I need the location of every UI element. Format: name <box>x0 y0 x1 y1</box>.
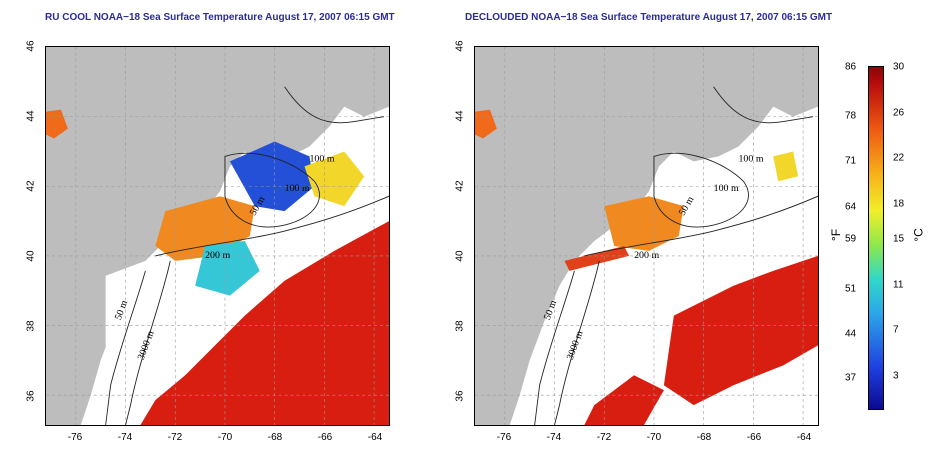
celsius-label: 26 <box>893 107 905 119</box>
left-ytick: 36 <box>25 390 37 402</box>
right-map-graphic: 100 m 100 m 50 m 200 m 50 m 3000 m <box>475 47 818 425</box>
left-xtick: -74 <box>117 432 133 443</box>
right-warm-streak <box>564 245 630 271</box>
celsius-label: 7 <box>893 324 899 336</box>
left-contour-label-2: 100 m <box>285 183 310 194</box>
left-contour-label-1: 100 m <box>309 153 334 164</box>
left-ytick: 42 <box>25 180 37 192</box>
right-warm-patch-2 <box>584 375 664 425</box>
left-xtick: -76 <box>67 432 83 443</box>
left-warm-water <box>140 221 389 425</box>
fahrenheit-label: 64 <box>845 201 857 213</box>
celsius-label: 22 <box>893 152 905 164</box>
celsius-label: 11 <box>893 279 904 291</box>
left-ytick: 46 <box>25 40 37 52</box>
right-ytick: 40 <box>454 250 466 262</box>
right-xtick: -76 <box>496 432 512 443</box>
left-ytick: 44 <box>25 110 37 122</box>
right-xtick: -66 <box>746 432 762 443</box>
right-sst-map: 100 m 100 m 50 m 200 m 50 m 3000 m <box>474 46 819 426</box>
right-contour-label-3: 50 m <box>677 194 697 217</box>
right-ytick: 44 <box>454 110 466 122</box>
left-cold-gom <box>229 141 315 212</box>
fahrenheit-label: 59 <box>845 233 857 245</box>
fahrenheit-label: 37 <box>845 372 857 384</box>
left-sst-map: 100 m 100 m 50 m 200 m 50 m 3000 m <box>45 46 390 426</box>
right-xtick: -68 <box>696 432 712 443</box>
right-xtick: -74 <box>546 432 562 443</box>
celsius-label: 15 <box>893 233 905 245</box>
right-yellow-patch <box>773 151 799 182</box>
fahrenheit-label: 78 <box>845 110 857 122</box>
left-xtick: -72 <box>167 432 183 443</box>
right-ytick: 36 <box>454 390 466 402</box>
left-panel-title: RU COOL NOAA−18 Sea Surface Temperature … <box>45 12 395 23</box>
right-warm-patch-1 <box>663 255 818 406</box>
left-land-mass <box>46 47 389 425</box>
right-ytick: 42 <box>454 180 466 192</box>
left-xtick: -66 <box>317 432 333 443</box>
right-panel-title: DECLOUDED NOAA−18 Sea Surface Temperatur… <box>465 12 833 23</box>
celsius-label: 30 <box>893 61 905 73</box>
fahrenheit-label: 44 <box>845 328 857 340</box>
left-map-graphic: 100 m 100 m 50 m 200 m 50 m 3000 m <box>46 47 389 425</box>
left-clouds <box>105 260 186 396</box>
fahrenheit-label: 71 <box>845 155 857 167</box>
right-ytick: 38 <box>454 320 466 332</box>
left-ytick: 38 <box>25 320 37 332</box>
right-ytick: 46 <box>454 40 466 52</box>
left-cyan-mix <box>195 240 260 296</box>
left-xtick: -64 <box>367 432 383 443</box>
left-ytick: 40 <box>25 250 37 262</box>
right-xtick: -72 <box>596 432 612 443</box>
left-xtick: -70 <box>217 432 233 443</box>
right-xtick: -64 <box>796 432 812 443</box>
fahrenheit-label: 51 <box>845 283 857 295</box>
temperature-colorbar <box>868 66 884 410</box>
right-contour-label-6: 3000 m <box>565 329 586 361</box>
right-orange-shelf <box>604 196 684 251</box>
fahrenheit-label: 86 <box>845 61 857 73</box>
left-xtick: -68 <box>267 432 283 443</box>
right-contour-label-2: 100 m <box>714 183 739 194</box>
left-contour-label-4: 200 m <box>205 250 230 261</box>
celsius-label: 18 <box>893 198 905 210</box>
celsius-unit: °C <box>911 228 926 242</box>
celsius-label: 3 <box>893 370 899 382</box>
fahrenheit-unit: °F <box>829 228 844 242</box>
right-contour-label-1: 100 m <box>738 153 763 164</box>
right-xtick: -70 <box>646 432 662 443</box>
right-contour-label-4: 200 m <box>634 250 659 261</box>
right-land-mass <box>475 47 818 425</box>
